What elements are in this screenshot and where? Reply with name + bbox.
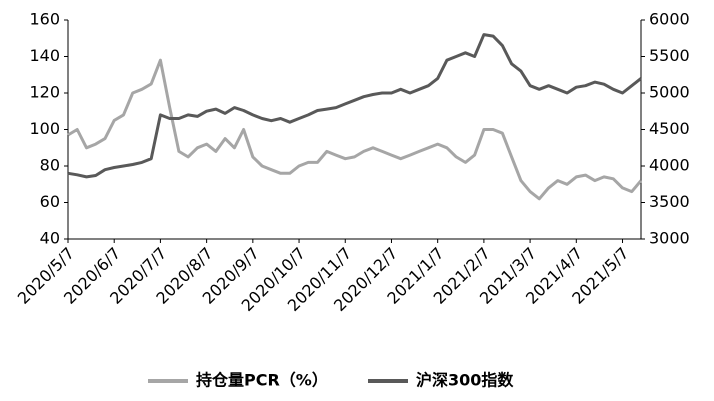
y2-tick-label: 5500 <box>649 46 690 65</box>
y-tick-label: 40 <box>40 229 60 248</box>
series-line <box>67 33 642 179</box>
series-line <box>67 58 643 201</box>
y-tick-label: 160 <box>29 10 60 29</box>
y-tick-label: 60 <box>40 192 60 211</box>
y2-tick-label: 6000 <box>649 10 690 29</box>
y2-tick-label: 3000 <box>649 229 690 248</box>
y-tick-label: 80 <box>40 156 60 175</box>
y2-tick-label: 5000 <box>649 83 690 102</box>
y2-tick-label: 4500 <box>649 119 690 138</box>
y2-tick-label: 4000 <box>649 156 690 175</box>
y-tick-label: 140 <box>29 46 60 65</box>
legend-label: 持仓量PCR（%） <box>196 371 328 390</box>
y-tick-label: 120 <box>29 83 60 102</box>
legend-label: 沪深300指数 <box>416 371 514 390</box>
y2-tick-label: 3500 <box>649 192 690 211</box>
y-tick-label: 100 <box>29 119 60 138</box>
